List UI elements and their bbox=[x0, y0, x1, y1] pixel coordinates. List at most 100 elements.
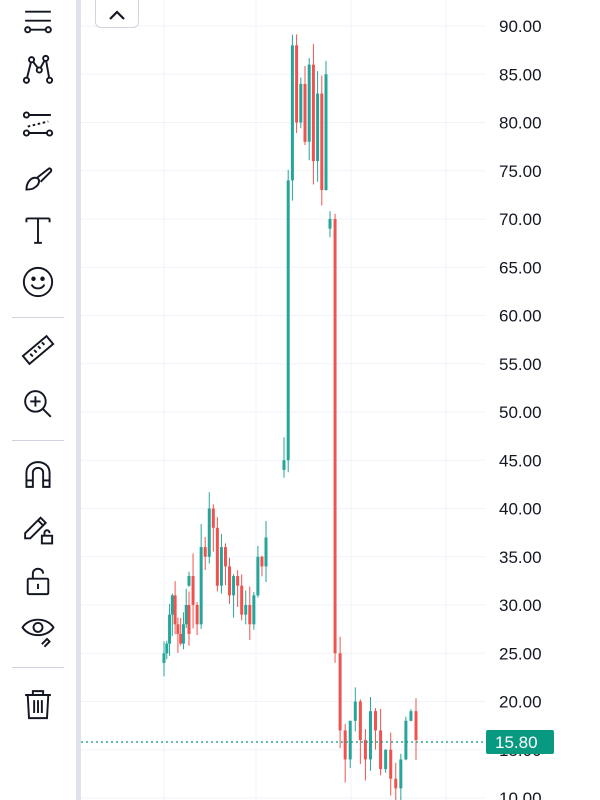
candle bbox=[165, 640, 169, 660]
candle-body bbox=[199, 547, 203, 625]
candle bbox=[181, 612, 185, 650]
candle-body bbox=[379, 730, 383, 770]
candle bbox=[316, 71, 320, 182]
candle-body bbox=[191, 576, 195, 605]
current-price-badge bbox=[486, 730, 554, 755]
candle-body bbox=[244, 605, 248, 615]
ruler-button[interactable] bbox=[14, 328, 62, 372]
candle-body bbox=[228, 566, 232, 596]
candle bbox=[303, 65, 307, 145]
candle-body bbox=[290, 45, 294, 181]
candle bbox=[389, 732, 393, 796]
candle bbox=[358, 699, 362, 764]
candle-body bbox=[389, 749, 393, 779]
candle-body bbox=[173, 595, 177, 625]
candle bbox=[333, 213, 337, 663]
candle bbox=[286, 169, 290, 473]
candle-body bbox=[248, 605, 252, 625]
candle-body bbox=[324, 74, 328, 191]
price-axis-label: 75.00 bbox=[499, 162, 542, 181]
price-chart[interactable]: 90.00 85.00 80.00 75.00 70.00 65.00 60.00 55.00… bbox=[81, 0, 600, 800]
candle bbox=[394, 762, 398, 800]
trend-line-tools-button[interactable] bbox=[14, 0, 62, 44]
candle-body bbox=[307, 64, 311, 142]
price-axis-label: 85.00 bbox=[499, 65, 542, 84]
candle-body bbox=[203, 547, 207, 557]
candle-body bbox=[223, 547, 227, 567]
candle bbox=[232, 574, 236, 618]
eye-button[interactable] bbox=[14, 608, 62, 652]
candle bbox=[179, 618, 183, 646]
price-axis: 90.00 85.00 80.00 75.00 70.00 65.00 60.00 55.00… bbox=[499, 17, 542, 800]
magnet-button[interactable] bbox=[14, 452, 62, 496]
brush-icon bbox=[25, 167, 53, 191]
candle-body bbox=[282, 460, 286, 470]
emoji-button[interactable] bbox=[14, 260, 62, 304]
brush-button[interactable] bbox=[14, 156, 62, 200]
unlock-button[interactable] bbox=[14, 558, 62, 602]
toolbar-separator bbox=[12, 667, 64, 668]
zoom-in-button[interactable] bbox=[14, 382, 62, 426]
candle bbox=[379, 708, 383, 776]
candle-body bbox=[170, 595, 174, 615]
candle bbox=[368, 696, 372, 771]
candle-body bbox=[374, 711, 378, 731]
candle-body bbox=[299, 83, 303, 123]
candle bbox=[162, 641, 166, 677]
candle-body bbox=[394, 778, 398, 789]
candle-body bbox=[176, 624, 180, 634]
text-tool-button[interactable] bbox=[14, 208, 62, 252]
price-axis-label: 70.00 bbox=[499, 210, 542, 229]
candle bbox=[240, 574, 244, 621]
candle-body bbox=[348, 720, 352, 760]
collapse-button[interactable] bbox=[95, 0, 139, 28]
candle-body bbox=[409, 711, 413, 721]
candle bbox=[414, 698, 418, 761]
prediction-tools-icon bbox=[22, 111, 54, 137]
candle bbox=[207, 492, 211, 564]
pattern-tools-button[interactable] bbox=[14, 48, 62, 92]
candle-body bbox=[384, 749, 388, 770]
candle bbox=[173, 581, 177, 635]
candle-body bbox=[358, 701, 362, 741]
price-axis-label: 60.00 bbox=[499, 307, 542, 326]
candle bbox=[384, 749, 388, 773]
candle-body bbox=[303, 83, 307, 142]
candle bbox=[343, 724, 347, 783]
candle bbox=[409, 709, 413, 722]
candle-body bbox=[353, 701, 357, 721]
candle bbox=[236, 570, 240, 608]
candle bbox=[282, 437, 286, 478]
lock-drawings-button[interactable] bbox=[14, 506, 62, 550]
candle bbox=[219, 533, 223, 594]
candle-body bbox=[264, 537, 268, 567]
candle-body bbox=[240, 585, 244, 615]
candle-body bbox=[219, 547, 223, 586]
candle-body bbox=[184, 605, 188, 625]
candle-body bbox=[215, 527, 219, 586]
price-axis-label: 65.00 bbox=[499, 258, 542, 277]
candle bbox=[290, 34, 294, 201]
trash-icon bbox=[25, 690, 51, 720]
lock-drawings-icon bbox=[24, 516, 54, 545]
candle-body bbox=[404, 720, 408, 760]
candle bbox=[363, 729, 367, 781]
eye-icon bbox=[21, 618, 55, 648]
candle-body bbox=[256, 556, 260, 596]
candle-body bbox=[195, 605, 199, 625]
drawing-toolbar bbox=[0, 0, 76, 800]
candle-body bbox=[338, 653, 342, 731]
price-axis-label: 20.00 bbox=[499, 693, 542, 712]
candle-body bbox=[368, 711, 372, 760]
trash-button[interactable] bbox=[14, 682, 62, 726]
chart-grid bbox=[81, 0, 486, 800]
candle-body bbox=[252, 595, 256, 625]
candle-body bbox=[187, 605, 191, 634]
text-tool-icon bbox=[25, 217, 51, 244]
magnet-icon bbox=[25, 461, 51, 488]
prediction-tools-button[interactable] bbox=[14, 102, 62, 146]
candle bbox=[187, 591, 191, 646]
candle-body bbox=[363, 740, 367, 760]
toolbar-separator bbox=[12, 317, 64, 318]
candle bbox=[353, 687, 357, 732]
